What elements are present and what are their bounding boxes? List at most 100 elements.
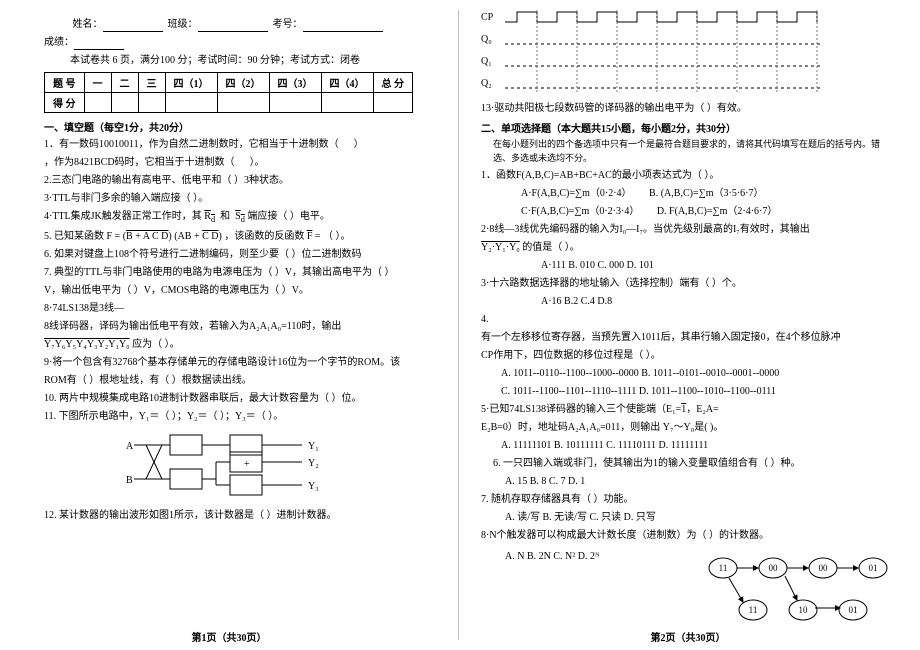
- wf-q2: Q₂: [481, 78, 492, 89]
- ybar: Y₇Y₆Y₅Y₄Y₃Y₂Y₁Y₀: [44, 339, 130, 350]
- s0: 11: [719, 563, 728, 573]
- table-row: 题 号 一 二 三 四（1） 四（2） 四（3） 四（4） 总 分: [45, 73, 413, 93]
- q1-line2: ，作为8421BCD码时，它相当于十进制数（ ）。: [44, 155, 428, 170]
- s4: 11: [749, 605, 758, 615]
- section1-title: 一、填空题（每空1分，共20分）: [44, 119, 428, 134]
- s3: 01: [869, 563, 878, 573]
- s1: 00: [769, 563, 779, 573]
- waveform-svg: CP Q₀ Q₁ Q₂: [481, 6, 831, 98]
- page-2: CP Q₀ Q₁ Q₂ 13·驱动共阳极七段数码管的译码器的输出电平为（ ）有效…: [459, 0, 917, 650]
- y2-label: Y₂: [308, 458, 319, 469]
- q8a: 8·74LS138是3线—: [44, 301, 428, 316]
- b7: 7. 随机存取存储器具有（ ）功能。: [481, 492, 889, 507]
- page-1: 姓名： 班级： 考号： 成绩： 本试卷共 6 页，满分100 分；考试时间：90…: [0, 0, 458, 650]
- section2-title: 二、单项选择题（本大题共15小题，每小题2分，共30分）: [481, 120, 889, 135]
- class-field: [198, 19, 268, 32]
- b8: 8·N个触发器可以构成最大计数长度（进制数）为（ ）的计数器。: [481, 528, 889, 543]
- term2: AB + C D: [178, 231, 219, 242]
- b1d: D. F(A,B,C)=∑m（2·4·6·7）: [657, 206, 778, 217]
- b3-opts: A·16 B.2 C.4 D.8: [481, 294, 889, 309]
- q9b: ROM有（ ）根地址线，有（ ）根数据读出线。: [44, 373, 428, 388]
- th: 四（2）: [217, 73, 269, 93]
- exam-info: 本试卷共 6 页，满分100 分；考试时间：90 分钟；考试方式：闭卷: [70, 53, 428, 68]
- q8ct: 应为（ ）。: [130, 339, 180, 350]
- t1b: C D: [152, 231, 168, 242]
- term1: B + A C D: [126, 231, 168, 242]
- t2b: C D: [202, 231, 218, 242]
- q3: 3·TTL与非门多余的输入端应接（ ）。: [44, 191, 428, 206]
- page1-footer: 第1页（共30页）: [0, 629, 458, 644]
- b4d: C. 1011--1100--1101--1110--1111 D. 1011-…: [481, 384, 889, 399]
- page2-footer: 第2页（共30页）: [459, 629, 917, 644]
- q1b: ，作为8421BCD码时，它相当于十进制数（: [44, 157, 235, 168]
- th: 四（3）: [269, 73, 321, 93]
- score-field: [74, 37, 124, 50]
- th: 三: [138, 73, 165, 93]
- q11: 11. 下图所示电路中，Y₁＝（ ）；Y₂＝（ ）；Y₃＝（ ）。: [44, 409, 428, 424]
- b1: 1．函数F(A,B,C)=AB+BC+AC的最小项表达式为（ ）。: [481, 168, 889, 183]
- td: [217, 93, 269, 113]
- b2a: 2·8线—3线优先编码器的输入为I₀—I₇。当优先级别最高的I₇有效时，其输出: [481, 222, 889, 237]
- q8b: 8线译码器，译码为输出低电平有效，若输入为A₂A₁A₀=110时，输出: [44, 319, 428, 334]
- td: [84, 93, 111, 113]
- A-label: A: [126, 441, 134, 452]
- score-label: 成绩：: [44, 37, 74, 48]
- td: [165, 93, 217, 113]
- th: 四（4）: [321, 73, 373, 93]
- name-field: [103, 19, 163, 32]
- q9a: 9·将一个包含有32768个基本存储单元的存储电路设计16位为一个字节的ROM。…: [44, 355, 428, 370]
- name-label: 姓名：: [73, 19, 103, 30]
- rd-bar: Rd: [204, 211, 215, 222]
- th: 一: [84, 73, 111, 93]
- th: 得 分: [45, 93, 85, 113]
- th: 四（1）: [165, 73, 217, 93]
- b5-line1: 5·已知74LS138译码器的输入三个使能端（E₁=1，E₂A=: [481, 402, 889, 417]
- b7-opts: A. 读/写 B. 无读/写 C. 只读 D. 只写: [481, 510, 889, 525]
- q13: 13·驱动共阳极七段数码管的译码器的输出电平为（ ）有效。: [481, 101, 889, 116]
- q6: 6. 如果对键盘上108个符号进行二进制编码，则至少要（ ）位二进制数码: [44, 247, 428, 262]
- section2-sub: 在每小题列出的四个备选项中只有一个是最符合题目要求的，请将其代码填写在题后的括号…: [493, 138, 889, 165]
- b1a: A·F(A,B,C)=∑m（0·2·4）: [521, 188, 632, 199]
- sd-bar: Sd: [235, 211, 245, 222]
- class-label: 班级：: [168, 19, 198, 30]
- q2: 2.三态门电路的输出有高电平、低电平和（ ）3种状态。: [44, 173, 428, 188]
- examno-field: [303, 19, 383, 32]
- b1b: B. (A,B,C)=∑m（3·5·6·7）: [649, 188, 763, 199]
- q1a: 1．有一数码10010011，作为自然二进制数时，它相当于十进制数（: [44, 139, 339, 150]
- score-line: 成绩：: [44, 35, 428, 50]
- b5-line2: E₂B=0）时，地址码A₂A₁A₀=011，则输出 Y₇～Y₀是( )。: [481, 420, 889, 435]
- header-line: 姓名： 班级： 考号：: [44, 17, 428, 32]
- y1-label: Y₁: [308, 441, 319, 452]
- q5b: ，该函数的反函数: [224, 231, 307, 242]
- table-row: 得 分: [45, 93, 413, 113]
- wf-q0: Q₀: [481, 34, 492, 45]
- q12: 12. 某计数器的输出波形如图1所示，该计数器是（ ）进制计数器。: [44, 508, 428, 523]
- circuit-diagram: A B + Y₁ Y₂ Y₃: [44, 427, 428, 505]
- b3: 3·十六路数据选择器的地址输入（选择控制）端有（ ）个。: [481, 276, 889, 291]
- examno-label: 考号：: [273, 19, 303, 30]
- q8c: Y₇Y₆Y₅Y₄Y₃Y₂Y₁Y₀ 应为（ ）。: [44, 337, 428, 352]
- t2a: AB +: [178, 231, 203, 242]
- td: [269, 93, 321, 113]
- b4: 4.: [481, 312, 889, 327]
- q7b: V，输出低电平为（ ）V，CMOS电路的电源电压为（ ）V。: [44, 283, 428, 298]
- td: [138, 93, 165, 113]
- wf-q1: Q₁: [481, 56, 492, 67]
- b2b: 的值是（ ）。: [522, 242, 580, 253]
- q10: 10. 两片中规模集成电路10进制计数器串联后，最大计数容量为（ ）位。: [44, 391, 428, 406]
- b4a: 有一个左移移位寄存器，当预先置入1011后，其串行输入固定接0，在4个移位脉冲: [481, 330, 889, 345]
- wf-cp: CP: [481, 12, 494, 23]
- th: 二: [111, 73, 138, 93]
- b5a: 5·已知74LS138译码器的输入三个使能端（E₁=: [481, 404, 681, 415]
- rd: R: [204, 211, 211, 222]
- b1c: C·F(A,B,C)=∑m（0·2·3·4）: [521, 206, 639, 217]
- b8-opts: A. N B. 2N C. N² D. 2ᴺ: [481, 549, 600, 564]
- plus-icon: +: [244, 459, 250, 470]
- q5a: 5. 已知某函数 F =: [44, 231, 123, 242]
- sub: d: [241, 215, 245, 224]
- b4b: CP作用下，四位数据的移位过程是（ ）。: [481, 348, 889, 363]
- s6: 01: [849, 605, 858, 615]
- sub: d: [211, 215, 215, 224]
- q5: 5. 已知某函数 F = (B + A C D) (AB + C D) ，该函数…: [44, 229, 428, 244]
- td: [111, 93, 138, 113]
